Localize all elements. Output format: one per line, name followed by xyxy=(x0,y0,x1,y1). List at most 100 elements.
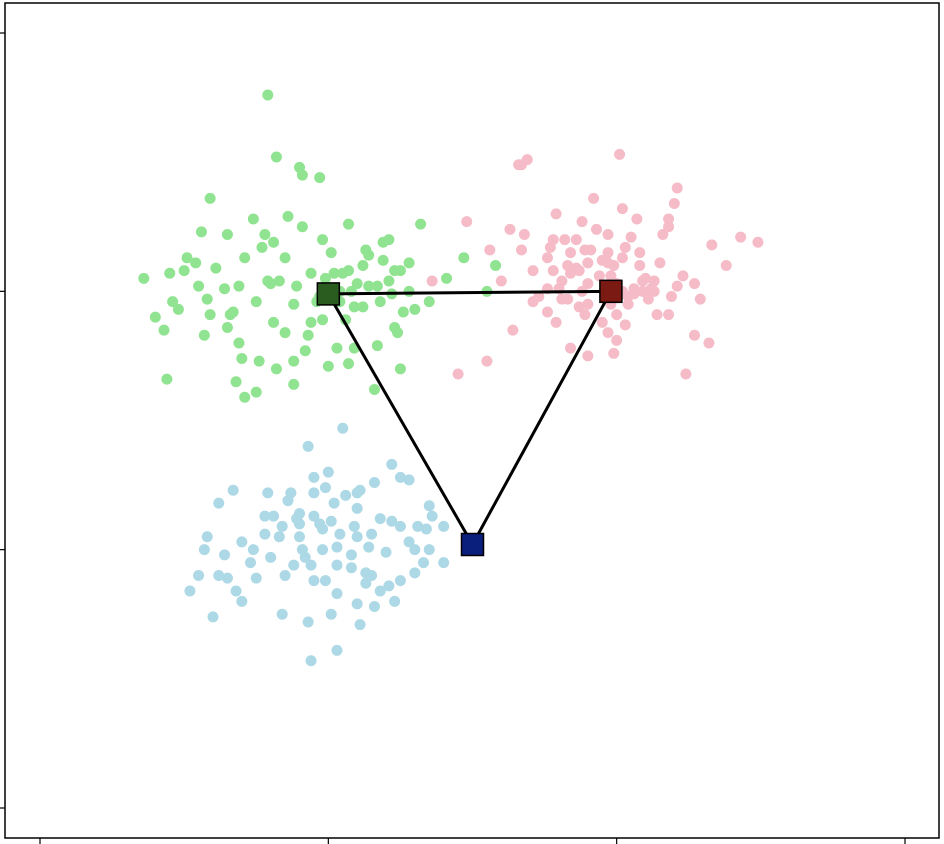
data-point-cluster-2 xyxy=(582,298,594,310)
data-point-cluster-1 xyxy=(322,360,334,372)
data-point-cluster-2 xyxy=(619,241,631,253)
data-point-cluster-3 xyxy=(331,588,343,600)
data-point-cluster-2 xyxy=(452,368,464,380)
data-point-cluster-3 xyxy=(262,487,274,499)
data-point-cluster-3 xyxy=(288,559,300,571)
data-point-cluster-3 xyxy=(423,544,435,556)
data-point-cluster-3 xyxy=(219,549,231,561)
data-point-cluster-2 xyxy=(706,239,718,251)
data-point-cluster-1 xyxy=(317,234,329,246)
data-point-cluster-1 xyxy=(198,329,210,341)
data-point-cluster-2 xyxy=(665,291,677,302)
data-point-cluster-3 xyxy=(337,422,349,434)
data-point-cluster-1 xyxy=(389,265,401,277)
data-point-cluster-3 xyxy=(294,531,305,543)
data-point-cluster-3 xyxy=(368,601,380,612)
data-point-cluster-3 xyxy=(420,523,432,535)
data-point-cluster-1 xyxy=(210,262,222,274)
data-point-cluster-3 xyxy=(334,528,346,540)
data-point-cluster-3 xyxy=(247,544,259,556)
data-point-cluster-2 xyxy=(585,244,597,256)
data-point-cluster-1 xyxy=(403,285,415,297)
data-point-cluster-1 xyxy=(363,280,375,292)
data-point-cluster-1 xyxy=(247,213,259,225)
data-point-cluster-1 xyxy=(374,296,386,308)
centroid-marker-3 xyxy=(460,532,485,557)
data-point-cluster-3 xyxy=(250,572,262,584)
data-point-cluster-2 xyxy=(634,247,646,259)
data-point-cluster-2 xyxy=(735,231,747,243)
data-point-cluster-1 xyxy=(270,151,282,163)
data-point-cluster-3 xyxy=(322,466,334,478)
data-point-cluster-3 xyxy=(207,611,219,623)
data-point-cluster-2 xyxy=(590,223,602,235)
data-point-cluster-3 xyxy=(302,616,314,628)
data-point-cluster-1 xyxy=(392,327,404,339)
data-point-cluster-2 xyxy=(634,260,646,271)
data-point-cluster-1 xyxy=(250,386,262,398)
data-point-cluster-2 xyxy=(527,265,539,277)
data-point-cluster-2 xyxy=(426,275,438,287)
data-point-cluster-1 xyxy=(167,296,179,308)
data-point-cluster-1 xyxy=(138,272,150,284)
data-point-cluster-2 xyxy=(703,337,715,349)
data-point-cluster-3 xyxy=(213,497,225,509)
data-point-cluster-2 xyxy=(495,275,507,287)
data-point-cluster-1 xyxy=(490,260,502,271)
data-point-cluster-2 xyxy=(671,280,683,292)
data-point-cluster-1 xyxy=(383,234,395,246)
data-point-cluster-1 xyxy=(190,257,202,269)
data-point-cluster-2 xyxy=(642,293,654,305)
data-point-cluster-1 xyxy=(325,247,337,259)
axis-ticks xyxy=(0,32,906,844)
centroid-markers xyxy=(316,279,623,557)
data-point-cluster-1 xyxy=(172,303,184,315)
data-point-cluster-2 xyxy=(625,231,637,243)
data-point-cluster-3 xyxy=(374,513,386,525)
data-point-cluster-2 xyxy=(677,270,689,282)
data-point-cluster-1 xyxy=(441,272,453,284)
data-point-cluster-2 xyxy=(559,234,571,246)
data-point-cluster-3 xyxy=(394,575,406,587)
data-point-cluster-2 xyxy=(562,260,574,271)
data-point-cluster-3 xyxy=(426,510,438,522)
triangle-outline xyxy=(326,289,613,546)
data-point-cluster-3 xyxy=(193,570,205,581)
data-point-cluster-3 xyxy=(308,471,320,483)
data-point-cluster-3 xyxy=(259,528,271,540)
data-point-cluster-1 xyxy=(423,296,435,308)
data-point-cluster-1 xyxy=(397,306,409,318)
data-point-cluster-3 xyxy=(317,544,329,556)
data-point-cluster-1 xyxy=(368,384,380,395)
data-point-cluster-3 xyxy=(308,575,320,587)
data-point-cluster-1 xyxy=(230,376,242,388)
data-point-cluster-3 xyxy=(291,513,303,525)
data-point-cluster-1 xyxy=(236,353,248,364)
data-point-cluster-2 xyxy=(461,216,473,228)
data-point-cluster-2 xyxy=(541,306,553,318)
data-point-cluster-2 xyxy=(657,229,669,240)
data-point-cluster-3 xyxy=(259,510,271,522)
data-point-cluster-3 xyxy=(380,546,392,558)
data-point-cluster-1 xyxy=(195,226,207,238)
data-point-cluster-2 xyxy=(516,244,528,256)
data-point-cluster-1 xyxy=(273,275,285,287)
data-point-cluster-3 xyxy=(368,477,380,488)
data-point-cluster-2 xyxy=(513,159,525,171)
data-point-cluster-3 xyxy=(244,557,256,569)
data-point-cluster-2 xyxy=(484,244,496,256)
data-point-cluster-2 xyxy=(637,285,649,297)
data-point-cluster-1 xyxy=(259,229,271,240)
data-point-cluster-3 xyxy=(351,531,363,543)
data-point-cluster-2 xyxy=(616,252,628,264)
data-point-cluster-3 xyxy=(276,608,288,620)
data-point-cluster-3 xyxy=(328,497,340,509)
data-point-cluster-1 xyxy=(193,280,205,292)
data-point-cluster-3 xyxy=(331,559,343,571)
data-point-cluster-1 xyxy=(158,324,170,336)
data-point-cluster-3 xyxy=(383,580,395,592)
data-point-cluster-1 xyxy=(181,252,193,264)
data-point-cluster-3 xyxy=(230,585,242,597)
data-point-cluster-1 xyxy=(357,260,369,271)
data-point-cluster-1 xyxy=(288,298,300,310)
